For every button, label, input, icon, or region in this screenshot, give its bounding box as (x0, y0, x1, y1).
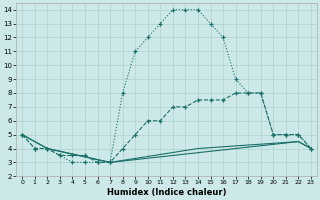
X-axis label: Humidex (Indice chaleur): Humidex (Indice chaleur) (107, 188, 226, 197)
